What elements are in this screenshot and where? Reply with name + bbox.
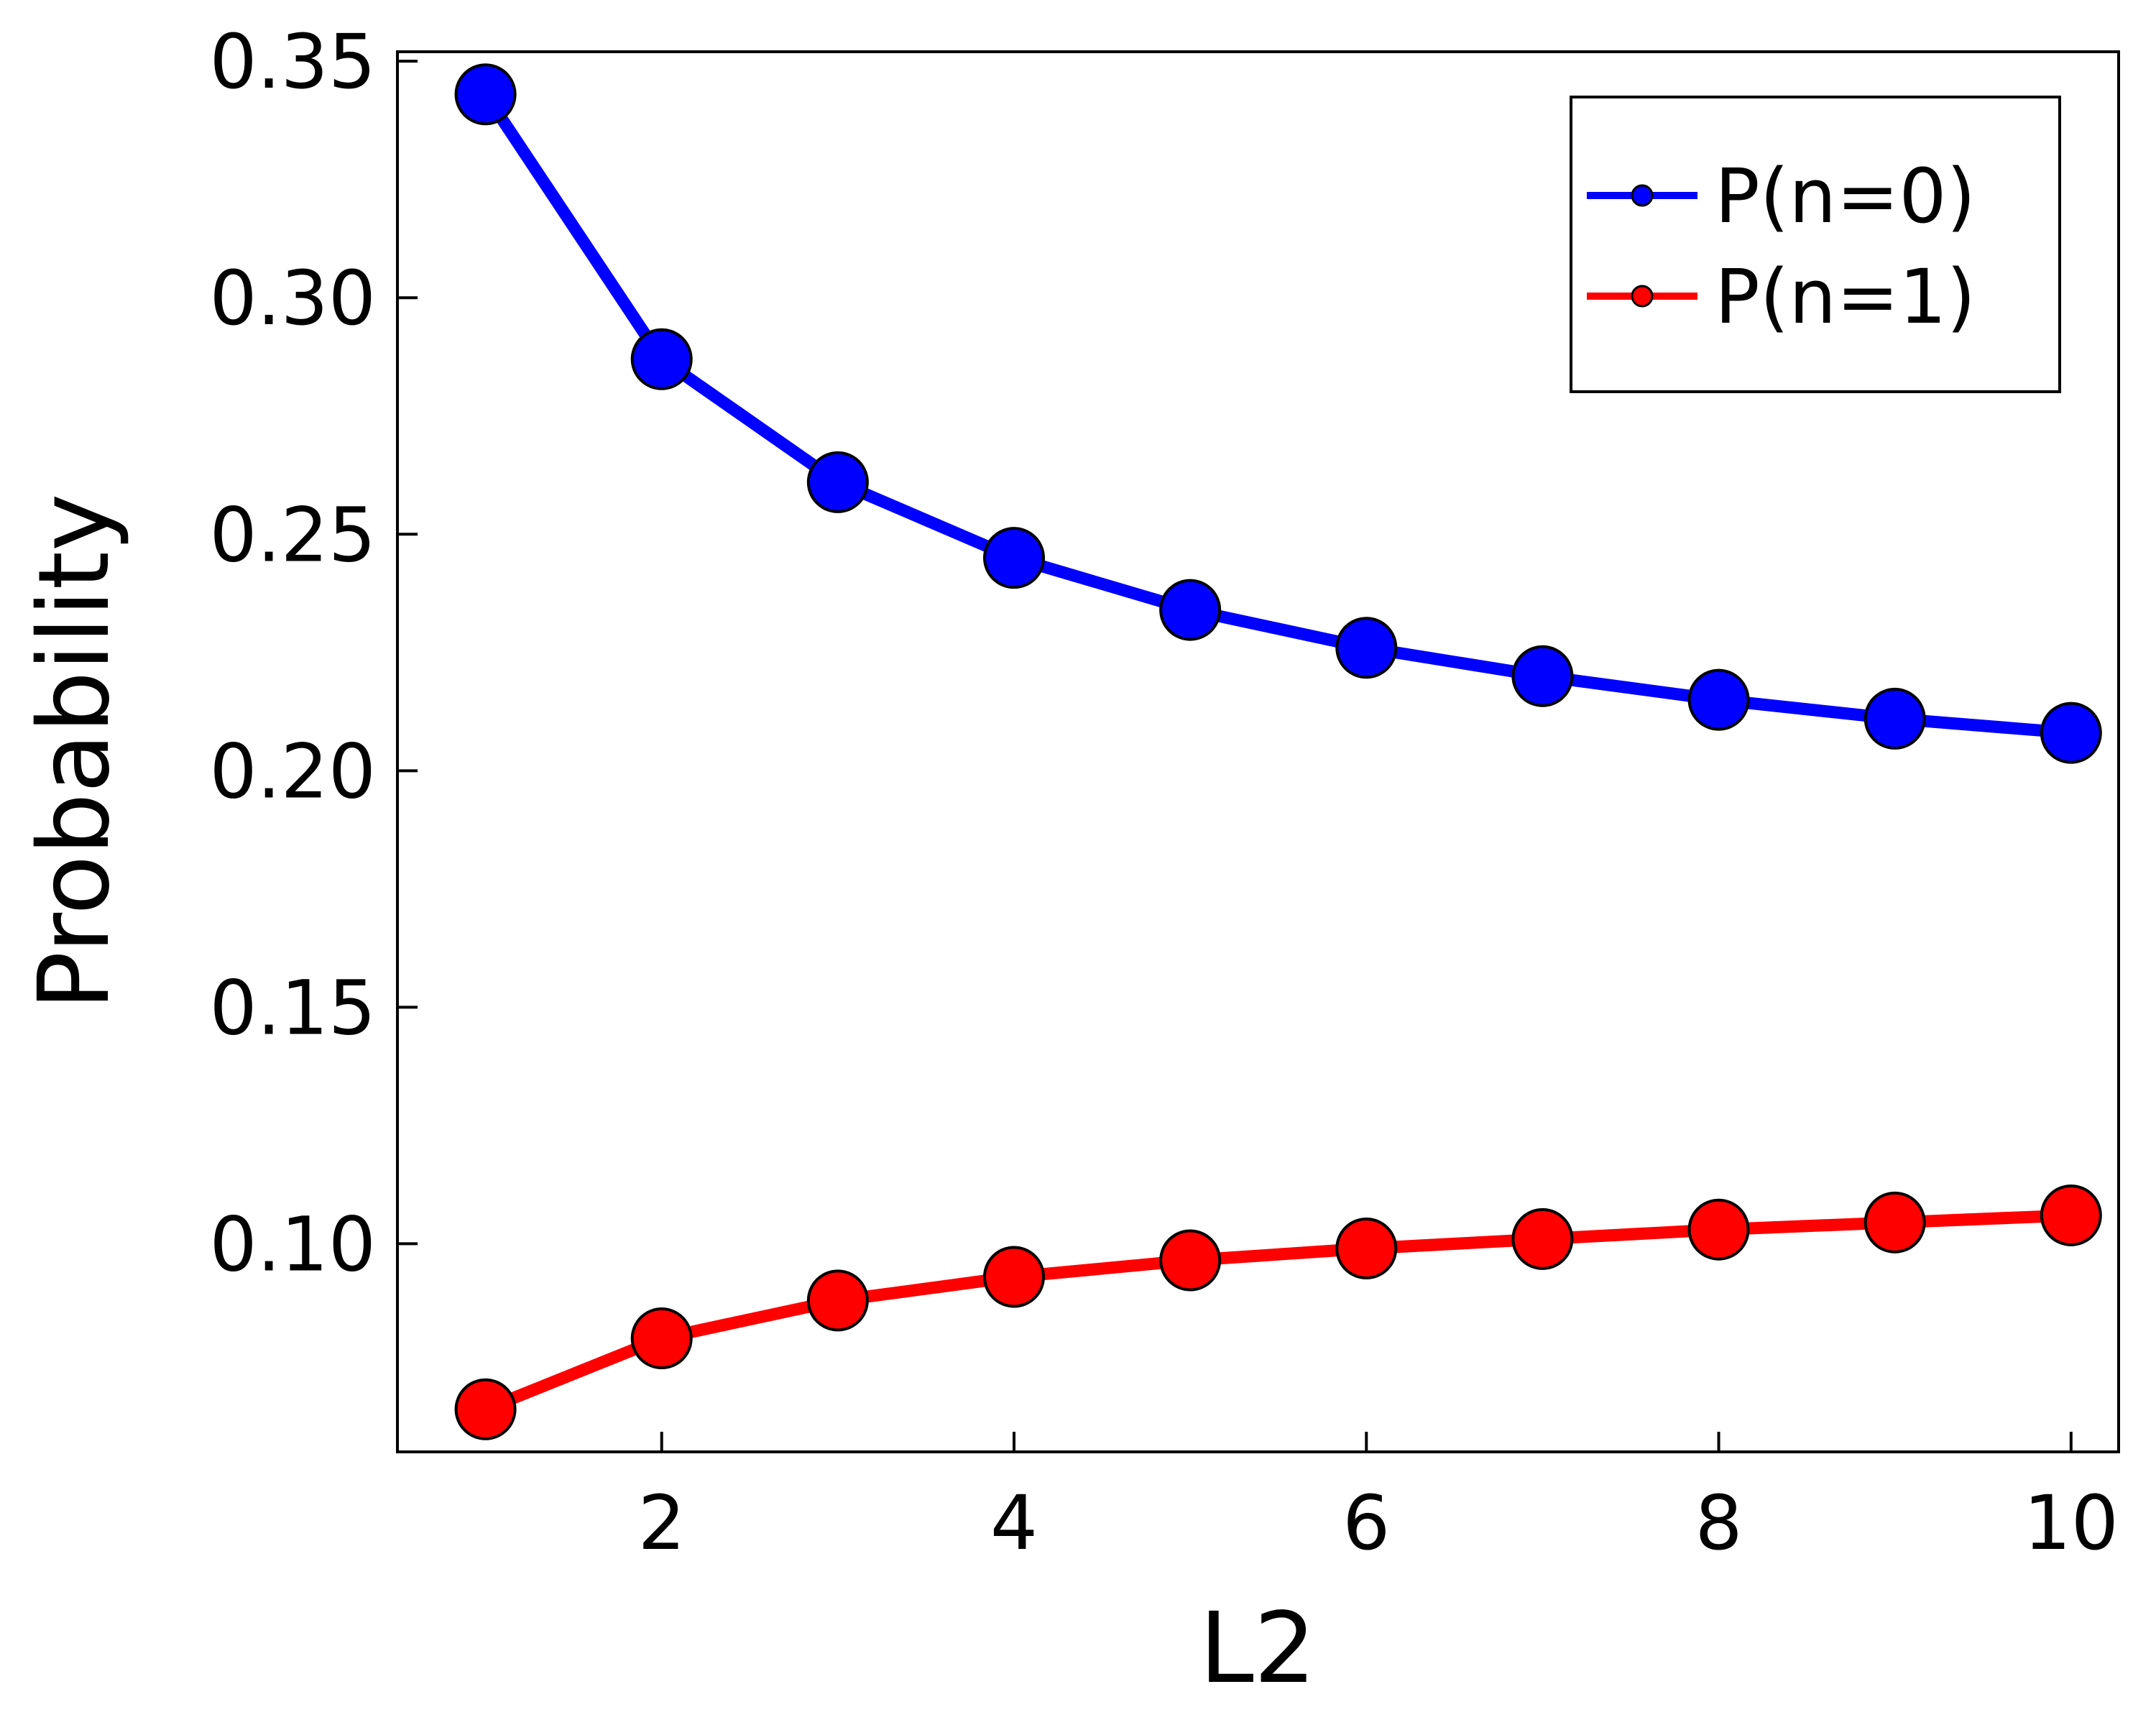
y-axis-ticks: 0.10 0.15 0.20 0.25 0.30 0.35 — [209, 18, 418, 1288]
series-0-point — [454, 63, 517, 126]
x-tick-label: 2 — [638, 1479, 686, 1567]
y-tick-label: 0.20 — [209, 727, 376, 815]
series-1-point — [1864, 1191, 1926, 1254]
series-line-1 — [479, 1209, 2078, 1416]
legend-swatch-marker — [1631, 285, 1654, 308]
series-0-point — [1159, 579, 1222, 641]
series-1-point — [982, 1246, 1045, 1308]
x-tick-label: 6 — [1342, 1479, 1390, 1567]
series-0-point — [982, 527, 1045, 589]
series-1-point — [454, 1378, 517, 1440]
series-0-point — [2040, 702, 2102, 764]
series-1-point — [2040, 1184, 2102, 1246]
series-1-point — [806, 1269, 869, 1332]
series-1-point — [1335, 1218, 1398, 1280]
series-1-point — [630, 1307, 693, 1370]
y-tick-label: 0.35 — [209, 18, 376, 106]
x-axis-ticks: 2 4 6 8 10 — [638, 1432, 2119, 1567]
series-0-point — [806, 451, 869, 513]
y-tick-label: 0.15 — [209, 964, 376, 1052]
series-0-point — [1511, 645, 1574, 707]
x-tick-label: 4 — [990, 1479, 1038, 1567]
plot-frame — [396, 50, 2120, 1453]
series-0-point — [630, 328, 693, 390]
x-tick-label: 10 — [2024, 1479, 2119, 1567]
series-line-0 — [479, 88, 2078, 740]
series-1-point — [1159, 1229, 1222, 1292]
legend-label: P(n=1) — [1715, 253, 1976, 341]
series-0-point — [1687, 668, 1750, 731]
legend-swatch-marker — [1631, 184, 1654, 207]
legend: P(n=0) P(n=1) — [1570, 96, 2061, 393]
y-tick-label: 0.10 — [209, 1200, 376, 1288]
series-1-point — [1687, 1198, 1750, 1261]
legend-label: P(n=0) — [1715, 152, 1976, 240]
y-tick-label: 0.25 — [209, 491, 376, 579]
series-0-point — [1335, 617, 1398, 679]
series-1-point — [1511, 1208, 1574, 1270]
x-axis-title: L2 — [1199, 1592, 1316, 1706]
series-0-point — [1864, 687, 1926, 750]
series-layer — [454, 63, 2102, 1440]
legend-items: P(n=0) P(n=1) — [1587, 152, 1976, 341]
x-tick-label: 8 — [1695, 1479, 1742, 1567]
y-tick-label: 0.30 — [209, 254, 376, 342]
legend-box — [1570, 96, 2061, 393]
y-axis-title: Probability — [18, 494, 132, 1011]
